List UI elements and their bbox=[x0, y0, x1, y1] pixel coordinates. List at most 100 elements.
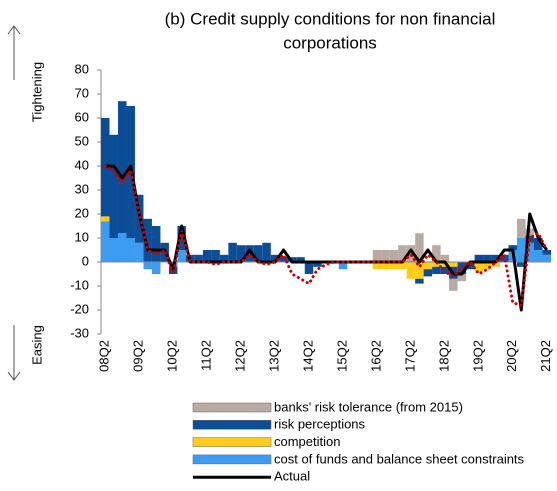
bar bbox=[296, 257, 305, 262]
y-tick-label: 30 bbox=[75, 181, 89, 196]
bar bbox=[423, 262, 433, 270]
x-tick-label: 21Q2 bbox=[538, 340, 553, 372]
bar bbox=[457, 262, 467, 274]
bar bbox=[279, 257, 288, 262]
bar bbox=[211, 250, 220, 262]
bar bbox=[483, 254, 492, 262]
bar bbox=[508, 245, 518, 250]
bar bbox=[338, 262, 348, 270]
bar bbox=[381, 250, 390, 262]
bar bbox=[194, 254, 203, 262]
x-tick-label: 16Q2 bbox=[368, 340, 383, 372]
bar bbox=[440, 254, 450, 262]
x-tick-label: 18Q2 bbox=[436, 340, 451, 372]
bar bbox=[372, 250, 382, 262]
bar bbox=[432, 266, 441, 274]
bar bbox=[415, 278, 424, 284]
x-tick-label: 12Q2 bbox=[233, 340, 248, 372]
y-tick-label: 20 bbox=[75, 205, 89, 220]
legend-label: Actual bbox=[274, 469, 310, 484]
y-tick-label: 40 bbox=[75, 157, 89, 172]
bar bbox=[525, 242, 535, 262]
bar bbox=[253, 245, 263, 262]
bar bbox=[542, 254, 551, 262]
bar bbox=[406, 245, 416, 262]
legend-swatch bbox=[192, 437, 272, 447]
x-tick-label: 15Q2 bbox=[334, 340, 349, 372]
legend-label: competition bbox=[274, 434, 340, 449]
annotation: Easing bbox=[29, 325, 44, 365]
bar bbox=[236, 245, 246, 262]
y-tick-label: 0 bbox=[82, 253, 89, 268]
bar bbox=[202, 250, 212, 262]
bar bbox=[245, 245, 254, 262]
bar bbox=[491, 262, 501, 267]
bar bbox=[101, 216, 110, 222]
legend-label: banks' risk tolerance (from 2015) bbox=[274, 399, 463, 414]
bar bbox=[389, 262, 399, 270]
bar bbox=[117, 233, 127, 262]
bar bbox=[151, 262, 161, 274]
bar bbox=[270, 254, 280, 262]
x-tick-label: 10Q2 bbox=[165, 340, 180, 372]
bar bbox=[126, 238, 135, 262]
x-tick-label: 14Q2 bbox=[300, 340, 315, 372]
x-tick-label: 19Q2 bbox=[470, 340, 485, 372]
bar bbox=[534, 250, 543, 262]
y-tick-label: -30 bbox=[70, 325, 89, 340]
bar bbox=[398, 245, 407, 262]
chart-title: corporations bbox=[283, 33, 377, 52]
legend-label: cost of funds and balance sheet constrai… bbox=[274, 451, 525, 466]
y-tick-label: 70 bbox=[75, 85, 89, 100]
bar bbox=[457, 274, 467, 282]
bar bbox=[372, 262, 382, 270]
legend-swatch bbox=[192, 454, 272, 465]
dotted-line bbox=[103, 164, 549, 308]
bar bbox=[517, 218, 526, 238]
chart-title: (b) Credit supply conditions for non fin… bbox=[165, 9, 496, 28]
y-tick-label: -10 bbox=[70, 277, 89, 292]
bar bbox=[117, 101, 127, 234]
bar bbox=[406, 262, 416, 279]
x-tick-label: 09Q2 bbox=[131, 340, 146, 372]
bar bbox=[101, 221, 110, 262]
legend-label: risk perceptions bbox=[274, 417, 366, 432]
y-tick-label: 50 bbox=[75, 133, 89, 148]
bar bbox=[534, 238, 543, 250]
legend-swatch bbox=[192, 402, 272, 413]
bar bbox=[432, 245, 441, 262]
bar bbox=[134, 242, 144, 262]
bar bbox=[304, 262, 314, 274]
bar bbox=[389, 250, 399, 262]
y-tick-label: 80 bbox=[75, 61, 89, 76]
annotation: Tightening bbox=[29, 62, 44, 122]
bar bbox=[228, 242, 237, 262]
bar bbox=[262, 242, 271, 262]
bar bbox=[109, 238, 118, 262]
x-tick-label: 20Q2 bbox=[504, 340, 519, 372]
bar bbox=[109, 134, 118, 238]
bar bbox=[449, 278, 458, 291]
bar bbox=[525, 228, 535, 236]
y-tick-label: 60 bbox=[75, 109, 89, 124]
bar bbox=[151, 226, 161, 262]
bar bbox=[449, 262, 458, 267]
bar bbox=[542, 250, 551, 255]
tightening-arrow bbox=[7, 25, 21, 381]
x-tick-label: 13Q2 bbox=[266, 340, 281, 372]
bar bbox=[517, 238, 526, 262]
bar bbox=[500, 254, 509, 262]
bar bbox=[313, 262, 322, 267]
y-tick-label: -20 bbox=[70, 301, 89, 316]
bar bbox=[143, 218, 152, 262]
x-tick-label: 08Q2 bbox=[97, 340, 112, 372]
line bbox=[105, 164, 548, 312]
bar bbox=[517, 262, 526, 267]
legend-swatch bbox=[192, 420, 272, 430]
bar bbox=[177, 250, 186, 262]
x-tick-label: 11Q2 bbox=[199, 340, 214, 371]
bar bbox=[381, 262, 390, 270]
bar bbox=[423, 269, 433, 277]
bar bbox=[483, 262, 492, 270]
